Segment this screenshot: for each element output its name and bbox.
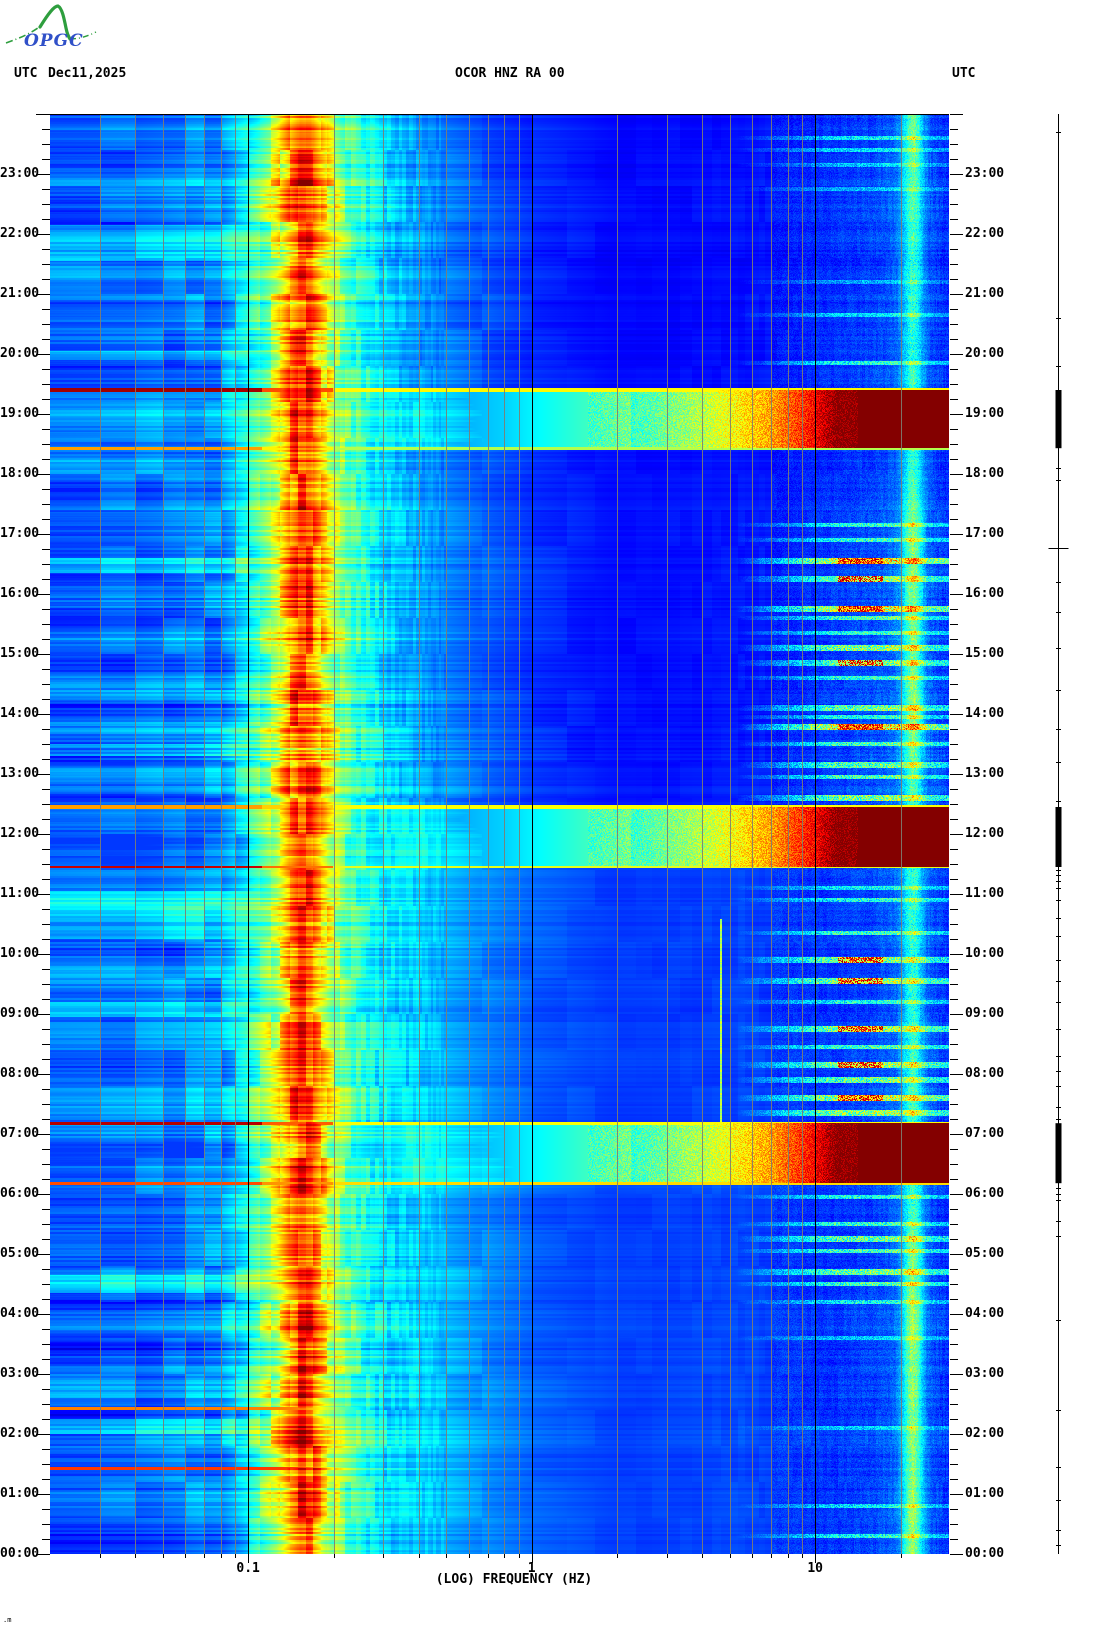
- time-label-left: 06:00: [0, 1186, 40, 1201]
- time-label-left: 15:00: [0, 646, 40, 661]
- logo-mountain-curve-left: [5, 24, 43, 44]
- time-label-left: 11:00: [0, 886, 40, 901]
- time-label-left: 05:00: [0, 1246, 40, 1261]
- time-label-right: 21:00: [965, 286, 1005, 301]
- logo-text: OPGC: [24, 31, 84, 51]
- time-label-right: 17:00: [965, 526, 1005, 541]
- logo-mountain-curve-right: [69, 31, 97, 40]
- time-label-right: 14:00: [965, 706, 1005, 721]
- time-label-right: 20:00: [965, 346, 1005, 361]
- freq-tick-label: 1: [527, 1561, 536, 1576]
- event-density-segment: [1055, 807, 1062, 867]
- time-label-right: 13:00: [965, 766, 1005, 781]
- time-label-right: 01:00: [965, 1486, 1005, 1501]
- time-label-right: 05:00: [965, 1246, 1005, 1261]
- time-label-left: 18:00: [0, 466, 40, 481]
- time-label-left: 10:00: [0, 946, 40, 961]
- event-density-segment: [1055, 1123, 1062, 1184]
- time-label-right: 23:00: [965, 166, 1005, 181]
- time-label-left: 03:00: [0, 1366, 40, 1381]
- time-label-left: 21:00: [0, 286, 40, 301]
- time-label-left: 16:00: [0, 586, 40, 601]
- time-label-left: 12:00: [0, 826, 40, 841]
- corner-mark: .m: [3, 1616, 12, 1624]
- time-label-right: 22:00: [965, 226, 1005, 241]
- time-label-right: 18:00: [965, 466, 1005, 481]
- time-label-left: 17:00: [0, 526, 40, 541]
- time-label-left: 19:00: [0, 406, 40, 421]
- time-label-right: 00:00: [965, 1546, 1005, 1561]
- time-label-left: 02:00: [0, 1426, 40, 1441]
- event-density-bar: [1048, 114, 1069, 1554]
- time-label-left: 01:00: [0, 1486, 40, 1501]
- time-label-right: 03:00: [965, 1366, 1005, 1381]
- time-label-right: 10:00: [965, 946, 1005, 961]
- time-label-left: 13:00: [0, 766, 40, 781]
- time-label-left: 07:00: [0, 1126, 40, 1141]
- time-label-right: 06:00: [965, 1186, 1005, 1201]
- logo-mountain-curve-peak: [38, 4, 72, 41]
- time-label-left: 04:00: [0, 1306, 40, 1321]
- time-label-left: 00:00: [0, 1546, 40, 1561]
- opgc-logo: OPGC: [5, 4, 97, 51]
- freq-tick-label: 10: [807, 1561, 823, 1576]
- date-label: Dec11,2025: [48, 66, 127, 81]
- time-label-right: 07:00: [965, 1126, 1005, 1141]
- spectrogram-canvas: [50, 114, 949, 1554]
- utc-label-left: UTC: [14, 66, 38, 81]
- x-axis-title: (LOG) FREQUENCY (HZ): [435, 1572, 593, 1587]
- time-label-left: 14:00: [0, 706, 40, 721]
- time-label-right: 11:00: [965, 886, 1005, 901]
- station-title: OCOR HNZ RA 00: [455, 66, 565, 81]
- time-label-right: 02:00: [965, 1426, 1005, 1441]
- time-label-left: 23:00: [0, 166, 40, 181]
- time-label-left: 20:00: [0, 346, 40, 361]
- time-label-right: 08:00: [965, 1066, 1005, 1081]
- time-label-right: 19:00: [965, 406, 1005, 421]
- freq-tick-label: 0.1: [236, 1561, 260, 1576]
- time-label-left: 08:00: [0, 1066, 40, 1081]
- time-label-right: 12:00: [965, 826, 1005, 841]
- time-label-right: 04:00: [965, 1306, 1005, 1321]
- time-label-right: 16:00: [965, 586, 1005, 601]
- utc-label-right: UTC: [952, 66, 976, 81]
- time-label-left: 22:00: [0, 226, 40, 241]
- event-density-segment: [1055, 390, 1062, 449]
- time-label-left: 09:00: [0, 1006, 40, 1021]
- freq-ticks: [100, 1554, 902, 1563]
- time-label-right: 15:00: [965, 646, 1005, 661]
- time-label-right: 09:00: [965, 1006, 1005, 1021]
